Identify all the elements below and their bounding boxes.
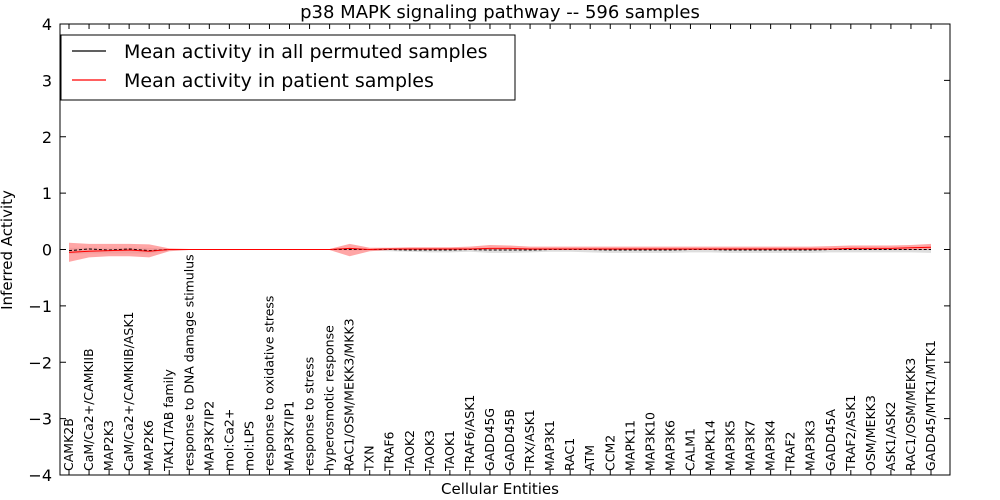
x-category-label: MAP3K5 (723, 420, 738, 471)
x-category-label: response to oxidative stress (261, 296, 276, 471)
x-category-label: CaM/Ca2+/CAMKIIB/ASK1 (121, 312, 136, 471)
y-axis-title: Inferred Activity (0, 190, 16, 310)
x-category-label: GADD45A (823, 409, 838, 471)
y-tick-label: 4 (42, 15, 52, 34)
x-axis: CAMK2B CaM/Ca2+/CAMKIIB MAP2K3 CaM/Ca2+/CAM… (61, 24, 938, 475)
x-category-label: MAP3K3 (803, 420, 818, 471)
x-category-label: CaM/Ca2+/CAMKIIB (81, 348, 96, 471)
y-tick-label: 3 (42, 71, 52, 90)
x-category-label: MAP3K10 (642, 412, 657, 471)
x-category-label: GADD45B (502, 409, 517, 471)
x-category-label: ASK1/ASK2 (883, 402, 898, 471)
x-category-label: TRX/ASK1 (522, 409, 537, 472)
x-category-label: mol:LPS (241, 421, 256, 471)
y-tick-label: −2 (28, 353, 52, 372)
x-category-label: MAP3K1 (542, 420, 557, 471)
x-category-label: TAK1/TAB family (161, 368, 176, 472)
legend-box (60, 34, 516, 101)
legend-label-permuted: Mean activity in all permuted samples (124, 41, 487, 63)
x-category-label: mol:Ca2+ (221, 409, 236, 471)
x-category-label: TRAF6 (382, 431, 397, 472)
x-category-label: hyperosmotic response (322, 325, 337, 471)
x-category-label: response to stress (302, 357, 317, 471)
y-tick-label: −4 (28, 466, 52, 485)
y-axis: −4 −3 −2 −1 0 1 2 3 4 (28, 15, 950, 485)
y-tick-label: −3 (28, 410, 52, 429)
x-category-label: MAP3K7IP2 (201, 401, 216, 471)
x-category-label: response to DNA damage stimulus (181, 254, 196, 471)
x-category-label: ATM (582, 445, 597, 471)
x-category-label: CAMK2B (61, 418, 76, 471)
y-tick-label: 0 (42, 241, 52, 260)
x-category-label: CCM2 (602, 435, 617, 471)
x-category-label: TAOK1 (442, 430, 457, 472)
x-category-label: MAP2K6 (141, 420, 156, 471)
x-category-label: MAP3K6 (662, 420, 677, 471)
legend: Mean activity in all permuted samples Me… (60, 34, 516, 101)
x-category-label: OSM/MEKK3 (863, 395, 878, 471)
x-axis-title: Cellular Entities (441, 480, 559, 498)
x-category-label: RAC1/OSM/MEKK3/MKK3 (342, 318, 357, 471)
x-category-label: MAP2K3 (101, 420, 116, 471)
x-category-label: MAPK14 (702, 420, 717, 471)
x-category-label: MAP3K7IP1 (282, 401, 297, 471)
x-category-label: TXN (362, 445, 377, 472)
x-category-label: TRAF6/ASK1 (462, 395, 477, 472)
y-tick-label: 1 (42, 184, 52, 203)
x-category-label: RAC1/OSM/MEKK3 (903, 358, 918, 471)
x-category-label: TAOK2 (402, 430, 417, 472)
x-category-label: CALM1 (682, 428, 697, 471)
x-category-label: RAC1 (562, 438, 577, 471)
x-category-label: MAP3K4 (763, 420, 778, 471)
x-category-label: TRAF2/ASK1 (843, 395, 858, 472)
x-category-label: GADD45G (482, 408, 497, 471)
permuted-mean-line (68, 248, 931, 252)
x-category-label: MAPK11 (622, 420, 637, 471)
chart-title: p38 MAPK signaling pathway -- 596 sample… (300, 2, 700, 23)
legend-label-patient: Mean activity in patient samples (124, 70, 434, 92)
patient-band (69, 242, 931, 262)
x-category-label: TAOK3 (422, 430, 437, 472)
y-tick-label: 2 (42, 128, 52, 147)
patient-mean-line (68, 246, 932, 253)
x-category-label: MAP3K7 (743, 420, 758, 471)
y-tick-label: −1 (28, 297, 52, 316)
x-category-label: TRAF2 (783, 431, 798, 472)
x-category-label: GADD45/MTK1/MTK1 (923, 340, 938, 471)
series-lines (68, 246, 932, 253)
